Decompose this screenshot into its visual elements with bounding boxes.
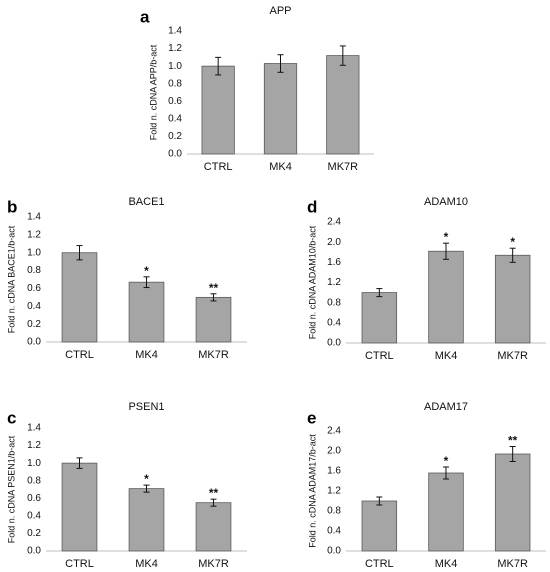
x-tick-label-e: MK7R xyxy=(497,558,528,570)
chart-title-b: BACE1 xyxy=(128,196,164,208)
significance-mark-e: * xyxy=(444,454,449,468)
y-tick-label-b: 1.2 xyxy=(27,229,41,240)
y-tick-label-c: 1.2 xyxy=(27,440,41,451)
significance-mark-d: * xyxy=(510,235,515,249)
y-tick-label-d: 1.2 xyxy=(327,277,341,288)
x-tick-label-c: MK7R xyxy=(198,558,229,570)
y-tick-label-e: 2.4 xyxy=(327,426,341,437)
y-tick-label-a: 1.4 xyxy=(168,26,182,37)
significance-mark-b: ** xyxy=(209,281,219,295)
bar-a-ctrl xyxy=(201,65,235,155)
significance-mark-e: ** xyxy=(508,434,518,448)
y-tick-label-c: 0.6 xyxy=(27,493,41,504)
significance-mark-b: * xyxy=(144,264,149,278)
y-tick-label-e: 0.8 xyxy=(327,506,341,517)
y-tick-label-c: 0.8 xyxy=(27,475,41,486)
y-tick-label-e: 2.0 xyxy=(327,446,341,457)
y-tick-label-d: 0.8 xyxy=(327,297,341,308)
bar-b-ctrl xyxy=(61,252,98,343)
y-tick-label-c: 0.2 xyxy=(27,528,41,539)
bar-b-mk4 xyxy=(128,281,165,343)
x-tick-label-d: MK4 xyxy=(435,350,458,362)
y-tick-label-c: 1.0 xyxy=(27,458,41,469)
y-tick-label-b: 0.8 xyxy=(27,265,41,276)
x-tick-label-e: MK4 xyxy=(435,558,458,570)
y-tick-label-d: 0.4 xyxy=(327,317,341,328)
significance-mark-d: * xyxy=(444,230,449,244)
y-tick-label-b: 0.6 xyxy=(27,283,41,294)
x-tick-label-b: CTRL xyxy=(65,349,94,361)
chart-title-e: ADAM17 xyxy=(424,401,468,413)
x-tick-label-d: MK7R xyxy=(497,350,528,362)
y-tick-label-d: 1.6 xyxy=(327,257,341,268)
y-axis-label-e: Fold n. cDNA ADAM17/b-act xyxy=(307,434,317,548)
y-tick-label-d: 0.0 xyxy=(327,338,341,349)
y-tick-label-d: 2.0 xyxy=(327,237,341,248)
y-tick-label-e: 1.6 xyxy=(327,466,341,477)
y-tick-label-e: 1.2 xyxy=(327,486,341,497)
y-tick-label-e: 0.0 xyxy=(327,546,341,557)
bar-d-mk4 xyxy=(428,250,464,344)
chart-title-a: APP xyxy=(269,5,291,17)
y-tick-label-c: 0.0 xyxy=(27,546,41,557)
bar-c-mk7r xyxy=(195,502,232,552)
panel-label-a: a xyxy=(140,7,150,26)
y-tick-label-b: 0.0 xyxy=(27,337,41,348)
x-tick-label-a: CTRL xyxy=(204,161,233,173)
y-tick-label-a: 1.0 xyxy=(168,61,182,72)
bar-b-mk7r xyxy=(195,296,232,343)
y-tick-label-e: 0.4 xyxy=(327,526,341,537)
y-axis-label-a: Fold n. cDNA APP/b-act xyxy=(148,44,158,140)
bar-e-ctrl xyxy=(361,500,398,552)
x-tick-label-e: CTRL xyxy=(365,558,394,570)
panel-label-c: c xyxy=(7,408,16,427)
y-tick-label-c: 1.4 xyxy=(27,423,41,434)
y-tick-label-b: 0.2 xyxy=(27,319,41,330)
y-tick-label-d: 2.4 xyxy=(327,217,341,228)
y-tick-label-b: 1.4 xyxy=(27,212,41,223)
x-tick-label-d: CTRL xyxy=(365,350,394,362)
y-tick-label-a: 1.2 xyxy=(168,43,182,54)
x-tick-label-b: MK4 xyxy=(135,349,158,361)
bar-c-mk4 xyxy=(128,488,165,552)
x-tick-label-c: CTRL xyxy=(65,558,94,570)
panel-label-b: b xyxy=(7,197,17,216)
y-tick-label-c: 0.4 xyxy=(27,510,41,521)
significance-mark-c: * xyxy=(144,472,149,486)
bar-a-mk7r xyxy=(326,55,360,155)
x-tick-label-a: MK4 xyxy=(269,161,292,173)
y-axis-label-b: Fold n. cDNA BACE1/b-act xyxy=(6,225,16,333)
y-tick-label-a: 0.2 xyxy=(168,131,182,142)
y-tick-label-b: 0.4 xyxy=(27,301,41,312)
y-tick-label-a: 0.8 xyxy=(168,78,182,89)
y-tick-label-b: 1.0 xyxy=(27,247,41,258)
bar-d-ctrl xyxy=(361,292,398,344)
y-tick-label-a: 0.0 xyxy=(168,149,182,160)
chart-title-d: ADAM10 xyxy=(424,196,468,208)
bar-c-ctrl xyxy=(61,462,98,552)
x-tick-label-a: MK7R xyxy=(328,161,359,173)
bar-e-mk7r xyxy=(494,453,531,552)
bar-d-mk7r xyxy=(494,254,531,344)
y-tick-label-a: 0.6 xyxy=(168,96,182,107)
y-tick-label-a: 0.4 xyxy=(168,113,182,124)
y-axis-label-c: Fold n. cDNA PSEN1/b-act xyxy=(6,435,16,543)
x-tick-label-c: MK4 xyxy=(135,558,158,570)
panel-label-d: d xyxy=(307,197,317,216)
panel-label-e: e xyxy=(307,408,316,427)
bar-a-mk4 xyxy=(263,63,298,155)
chart-title-c: PSEN1 xyxy=(128,401,164,413)
x-tick-label-b: MK7R xyxy=(198,349,229,361)
bar-e-mk4 xyxy=(428,472,464,552)
significance-mark-c: ** xyxy=(209,486,219,500)
y-axis-label-d: Fold n. cDNA ADAM10/b-act xyxy=(307,225,317,339)
